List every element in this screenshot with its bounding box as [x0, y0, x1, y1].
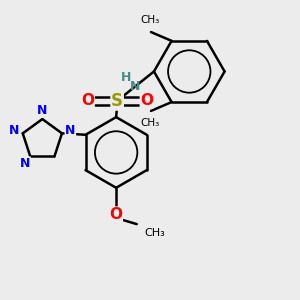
Text: O: O: [81, 93, 94, 108]
Text: O: O: [110, 207, 123, 222]
Text: CH₃: CH₃: [141, 118, 160, 128]
Text: S: S: [111, 92, 123, 110]
Text: N: N: [37, 104, 47, 117]
Text: N: N: [9, 124, 20, 137]
Text: CH₃: CH₃: [141, 15, 160, 25]
Text: N: N: [130, 80, 141, 93]
Text: O: O: [140, 93, 153, 108]
Text: H: H: [121, 71, 131, 84]
Text: N: N: [65, 124, 76, 137]
Text: N: N: [20, 157, 30, 170]
Text: CH₃: CH₃: [145, 228, 165, 238]
